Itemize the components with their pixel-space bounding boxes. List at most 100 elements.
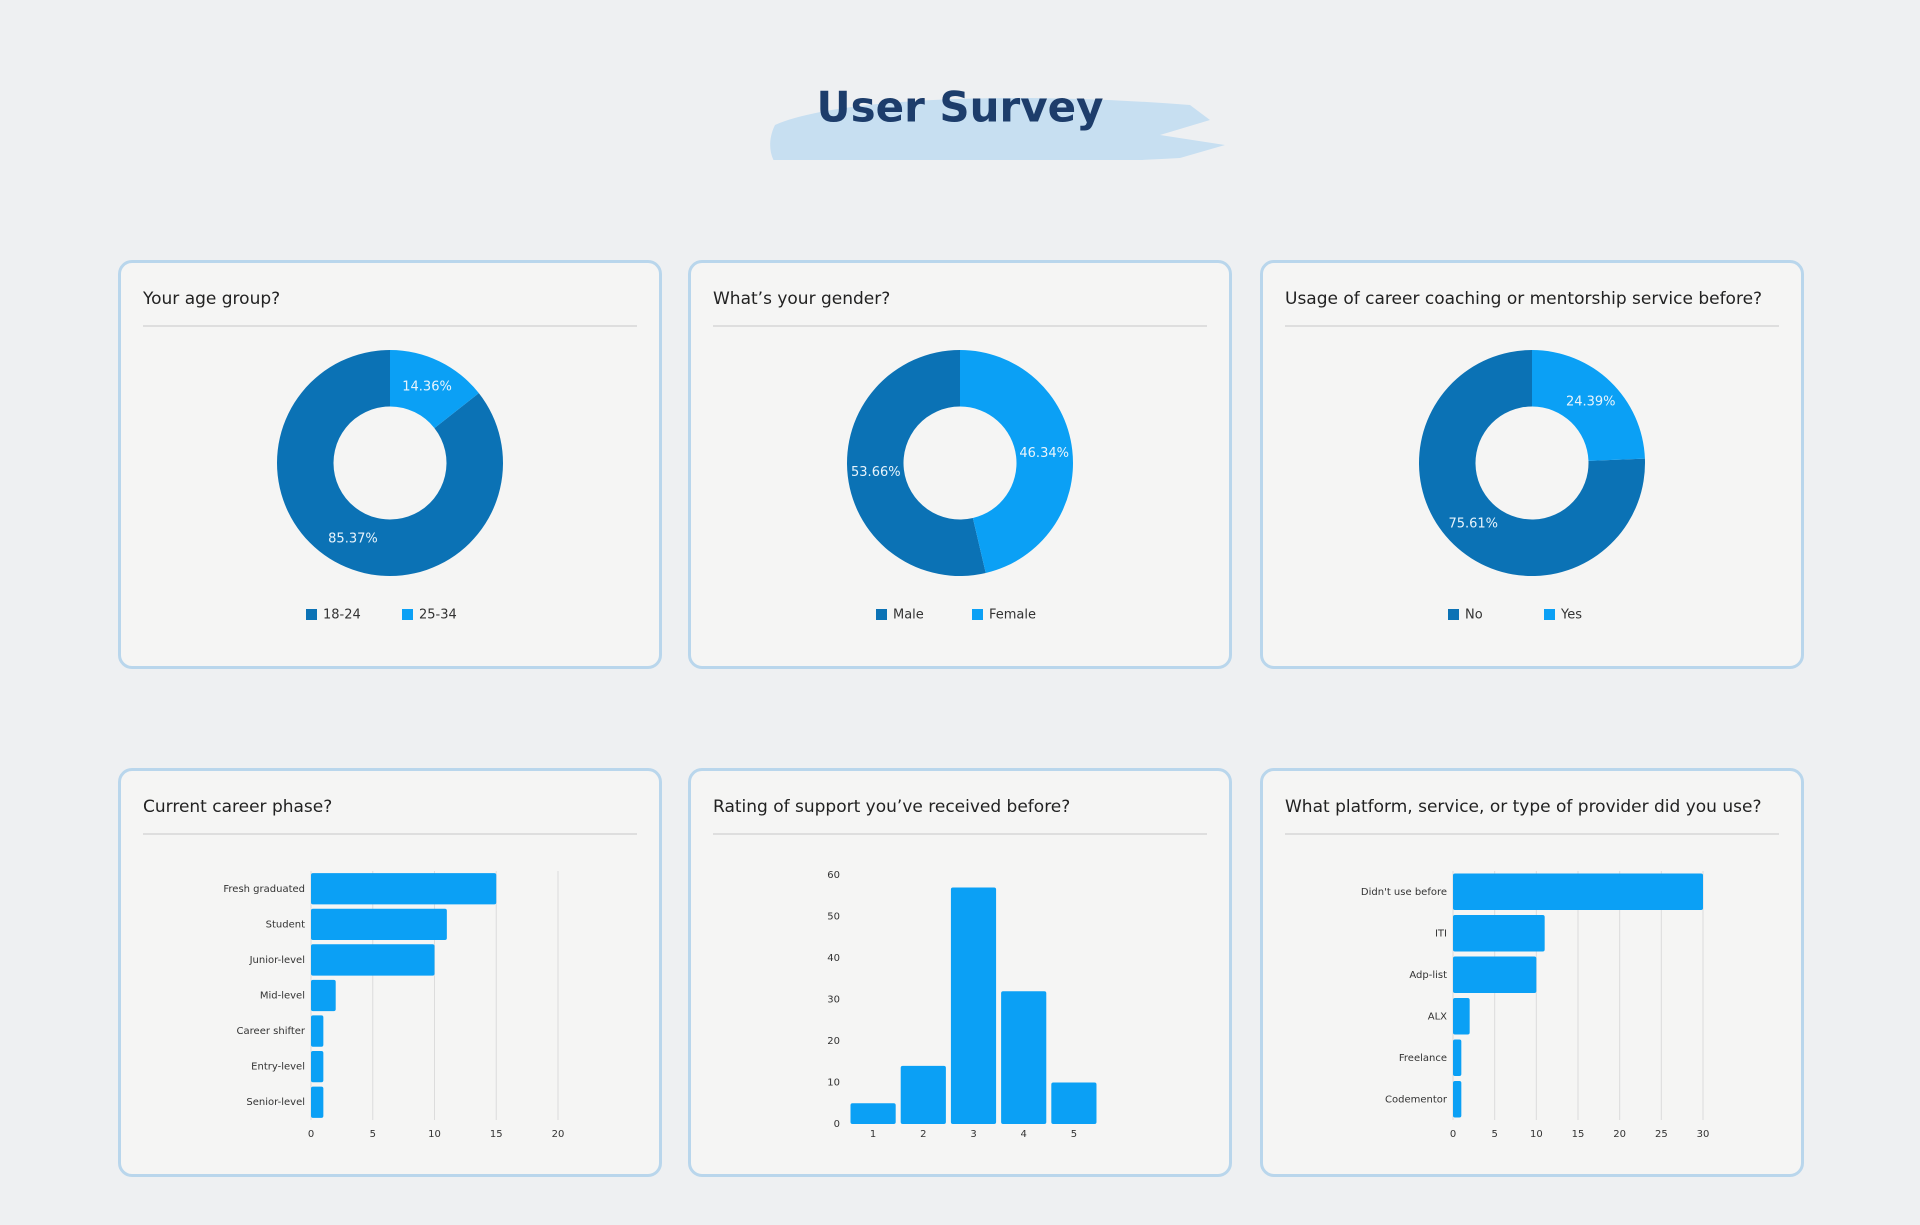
legend-swatch — [876, 609, 887, 620]
chart-title: Rating of support you’ve received before… — [713, 797, 1070, 817]
x-tick-label: 10 — [428, 1129, 441, 1140]
chart: What platform, service, or type of provi… — [1285, 797, 1779, 1140]
y-tick-label: Didn't use before — [1361, 887, 1447, 898]
bar — [1453, 1080, 1462, 1118]
y-tick-label: Freelance — [1399, 1053, 1447, 1064]
x-tick-label: 10 — [1530, 1129, 1543, 1140]
x-tick-label: 5 — [370, 1129, 376, 1140]
legend-swatch — [1448, 609, 1459, 620]
x-tick-label: 20 — [552, 1129, 565, 1140]
slice-label: 53.66% — [851, 465, 901, 480]
bar — [311, 1086, 324, 1118]
slice-label: 85.37% — [328, 532, 378, 547]
x-tick-label: 1 — [870, 1129, 876, 1140]
bar — [1453, 873, 1703, 911]
y-tick-label: Senior-level — [246, 1097, 305, 1108]
donut-slice — [960, 350, 1073, 574]
y-tick-label: ALX — [1428, 1011, 1447, 1022]
chart: Rating of support you’ve received before… — [713, 797, 1207, 1140]
legend-swatch — [972, 609, 983, 620]
x-tick-label: 20 — [1613, 1129, 1626, 1140]
chart: Current career phase? 0 5 10 15 20 Fresh gradu… — [143, 797, 637, 1140]
chart-title: What’s your gender? — [713, 289, 890, 309]
x-tick-label: 4 — [1021, 1129, 1027, 1140]
chart: What’s your gender? 53.66% 46.34% Male Femal… — [713, 289, 1207, 623]
brush — [770, 97, 1225, 160]
x-tick-label: 30 — [1697, 1129, 1710, 1140]
y-tick-label: 20 — [827, 1036, 840, 1047]
y-tick-label: 40 — [827, 953, 840, 964]
chart-card: Usage of career coaching or mentorship s… — [1260, 260, 1804, 669]
header: User Survey — [770, 83, 1225, 160]
donut-slice — [277, 350, 504, 576]
chart-title: Your age group? — [142, 289, 280, 309]
legend-label: 25-34 — [419, 608, 457, 623]
y-tick-label: 10 — [827, 1078, 840, 1089]
y-tick-label: Career shifter — [237, 1026, 306, 1037]
chart: Usage of career coaching or mentorship s… — [1285, 289, 1779, 623]
chart-title: What platform, service, or type of provi… — [1285, 797, 1761, 817]
x-tick-label: 15 — [1572, 1129, 1585, 1140]
chart-card: Your age group? 85.37% 14.36% 18-24 25-34 — [118, 260, 662, 669]
bar — [1051, 1082, 1097, 1124]
y-tick-label: Junior-level — [249, 955, 305, 966]
y-tick-label: 60 — [827, 870, 840, 881]
legend-label: Male — [893, 608, 924, 623]
slice-label: 46.34% — [1019, 446, 1069, 461]
x-tick-label: 3 — [970, 1129, 976, 1140]
bar — [900, 1065, 946, 1124]
y-tick-label: Codementor — [1385, 1094, 1448, 1105]
chart-card: Rating of support you’ve received before… — [688, 768, 1232, 1177]
y-tick-label: 0 — [834, 1119, 840, 1130]
bar — [311, 979, 336, 1012]
y-tick-label: 50 — [827, 912, 840, 923]
legend-label: No — [1465, 608, 1483, 623]
donut-slice — [1532, 350, 1645, 461]
page-title: User Survey — [816, 83, 1103, 132]
bar — [311, 873, 497, 905]
legend-label: Female — [989, 608, 1036, 623]
bar — [1453, 914, 1545, 952]
bar — [311, 1015, 324, 1047]
donut-slice — [390, 350, 479, 429]
legend-swatch — [1544, 609, 1555, 620]
bar — [1453, 1039, 1462, 1077]
slice-label: 14.36% — [402, 379, 452, 394]
legend-label: Yes — [1560, 608, 1582, 623]
y-tick-label: Mid-level — [260, 991, 305, 1002]
chart-card: What platform, service, or type of provi… — [1260, 768, 1804, 1177]
bar — [311, 908, 447, 941]
x-tick-label: 5 — [1071, 1129, 1077, 1140]
y-tick-label: Fresh graduated — [223, 884, 305, 895]
chart: Your age group? 85.37% 14.36% 18-24 25-34 — [142, 289, 637, 623]
chart-title: Usage of career coaching or mentorship s… — [1285, 289, 1762, 309]
y-tick-label: 30 — [827, 995, 840, 1006]
bar — [1453, 956, 1537, 994]
donut-slice — [1419, 350, 1645, 576]
bar — [311, 1050, 324, 1083]
x-tick-label: 15 — [490, 1129, 503, 1140]
bar — [1001, 991, 1047, 1124]
slice-label: 24.39% — [1566, 394, 1616, 409]
y-tick-label: Entry-level — [251, 1062, 305, 1073]
donut-slice — [846, 350, 986, 576]
y-tick-label: Adp-list — [1409, 970, 1447, 981]
chart-card: What’s your gender? 53.66% 46.34% Male Femal… — [688, 260, 1232, 669]
bar — [850, 1103, 896, 1124]
x-tick-label: 0 — [308, 1129, 314, 1140]
x-tick-label: 2 — [920, 1129, 926, 1140]
y-tick-label: ITI — [1435, 928, 1447, 939]
bar — [1453, 997, 1470, 1035]
legend-swatch — [306, 609, 317, 620]
x-tick-label: 0 — [1450, 1129, 1456, 1140]
chart-title: Current career phase? — [143, 797, 332, 817]
x-tick-label: 25 — [1655, 1129, 1668, 1140]
bar — [311, 944, 435, 976]
x-tick-label: 5 — [1491, 1129, 1497, 1140]
bar — [950, 887, 997, 1124]
chart-card: Current career phase? 0 5 10 15 20 Fresh gradu… — [118, 768, 662, 1177]
y-tick-label: Student — [266, 919, 305, 930]
slice-label: 75.61% — [1448, 517, 1498, 532]
legend-label: 18-24 — [323, 608, 361, 623]
